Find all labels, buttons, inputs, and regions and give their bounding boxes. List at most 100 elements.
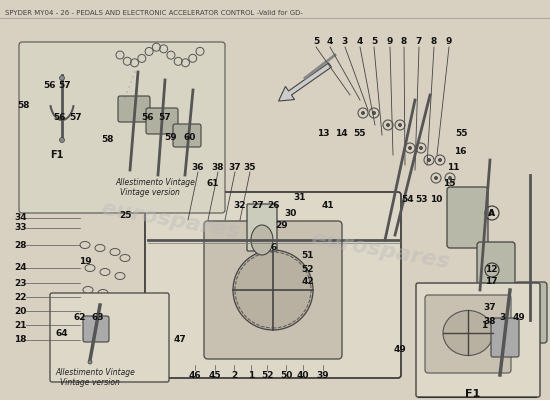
Text: 61: 61 <box>207 178 219 188</box>
Text: 33: 33 <box>14 224 26 232</box>
Text: 49: 49 <box>394 346 406 354</box>
FancyBboxPatch shape <box>50 76 76 102</box>
Text: 55: 55 <box>455 128 468 138</box>
Ellipse shape <box>251 225 273 255</box>
Text: 13: 13 <box>317 128 329 138</box>
Text: 50: 50 <box>280 370 292 380</box>
Text: 17: 17 <box>485 278 497 286</box>
Text: 39: 39 <box>317 370 329 380</box>
Text: 4: 4 <box>327 38 333 46</box>
Text: eurospares: eurospares <box>99 198 241 242</box>
Circle shape <box>434 176 437 180</box>
Text: 14: 14 <box>335 128 347 138</box>
Text: 54: 54 <box>402 196 414 204</box>
Text: eurospares: eurospares <box>309 228 451 272</box>
Circle shape <box>409 146 411 150</box>
Text: 56: 56 <box>43 80 55 90</box>
FancyArrow shape <box>278 63 332 101</box>
Circle shape <box>387 124 389 126</box>
Text: 20: 20 <box>14 306 26 316</box>
Circle shape <box>420 146 422 150</box>
Text: 60: 60 <box>184 134 196 142</box>
FancyBboxPatch shape <box>146 108 178 134</box>
Text: 37: 37 <box>483 304 496 312</box>
FancyBboxPatch shape <box>491 318 519 357</box>
Text: 49: 49 <box>513 312 525 322</box>
Circle shape <box>399 124 402 126</box>
Text: 29: 29 <box>276 222 288 230</box>
Text: A: A <box>489 208 495 218</box>
Text: F1: F1 <box>465 389 480 399</box>
Text: 57: 57 <box>59 80 72 90</box>
Text: 9: 9 <box>387 38 393 46</box>
Text: 56: 56 <box>53 114 65 122</box>
FancyBboxPatch shape <box>447 187 488 248</box>
Circle shape <box>448 176 452 180</box>
Text: 7: 7 <box>416 38 422 46</box>
Text: 27: 27 <box>252 200 265 210</box>
FancyBboxPatch shape <box>477 242 515 298</box>
Text: Vintage version: Vintage version <box>60 378 120 387</box>
Text: 64: 64 <box>56 330 68 338</box>
Text: 55: 55 <box>353 128 365 138</box>
Text: 3: 3 <box>500 312 506 322</box>
FancyBboxPatch shape <box>145 192 401 378</box>
Circle shape <box>59 76 64 80</box>
Text: 53: 53 <box>416 196 428 204</box>
FancyBboxPatch shape <box>425 295 511 373</box>
Text: Allestimento Vintage: Allestimento Vintage <box>55 368 135 377</box>
FancyBboxPatch shape <box>83 316 109 342</box>
Text: 45: 45 <box>208 370 221 380</box>
Text: 22: 22 <box>14 292 26 302</box>
FancyBboxPatch shape <box>416 283 540 397</box>
Text: 10: 10 <box>430 196 442 204</box>
Text: 37: 37 <box>229 162 241 172</box>
Text: SPYDER MY04 - 26 - PEDALS AND ELECTRONIC ACCELERATOR CONTROL -Valid for GD-: SPYDER MY04 - 26 - PEDALS AND ELECTRONIC… <box>5 10 303 16</box>
Text: 5: 5 <box>371 38 377 46</box>
Text: 8: 8 <box>401 38 407 46</box>
Text: 38: 38 <box>484 318 496 326</box>
Text: 21: 21 <box>14 320 26 330</box>
Text: 41: 41 <box>322 200 334 210</box>
Circle shape <box>427 158 431 162</box>
Text: 28: 28 <box>14 240 26 250</box>
Text: 1: 1 <box>248 370 254 380</box>
Text: 4: 4 <box>357 38 363 46</box>
Text: 3: 3 <box>342 38 348 46</box>
Text: 38: 38 <box>212 162 224 172</box>
FancyBboxPatch shape <box>50 293 169 382</box>
Text: 42: 42 <box>302 278 314 286</box>
Ellipse shape <box>443 310 493 356</box>
Text: 11: 11 <box>447 162 459 172</box>
Text: 23: 23 <box>14 278 26 288</box>
Text: 57: 57 <box>70 114 82 122</box>
FancyBboxPatch shape <box>19 42 225 213</box>
Text: 63: 63 <box>92 314 104 322</box>
FancyBboxPatch shape <box>204 221 342 359</box>
Text: 30: 30 <box>285 208 297 218</box>
FancyBboxPatch shape <box>173 124 201 147</box>
Circle shape <box>88 360 92 364</box>
Text: 56: 56 <box>142 114 154 122</box>
Circle shape <box>438 158 442 162</box>
Text: 57: 57 <box>159 114 171 122</box>
Text: 34: 34 <box>14 214 26 222</box>
Text: A: A <box>487 208 494 218</box>
Text: 19: 19 <box>79 258 91 266</box>
Text: 26: 26 <box>268 200 280 210</box>
Text: 5: 5 <box>313 38 319 46</box>
Text: 51: 51 <box>301 250 314 260</box>
Text: 52: 52 <box>261 370 273 380</box>
Text: 40: 40 <box>297 370 309 380</box>
Text: 16: 16 <box>454 148 466 156</box>
Text: 9: 9 <box>446 38 452 46</box>
Text: 12: 12 <box>485 266 497 274</box>
Text: 46: 46 <box>189 370 201 380</box>
FancyBboxPatch shape <box>118 96 150 122</box>
FancyBboxPatch shape <box>515 282 547 343</box>
Ellipse shape <box>233 250 313 330</box>
Circle shape <box>361 112 365 114</box>
Text: 35: 35 <box>244 162 256 172</box>
Text: 58: 58 <box>101 136 113 144</box>
Text: 25: 25 <box>119 210 131 220</box>
